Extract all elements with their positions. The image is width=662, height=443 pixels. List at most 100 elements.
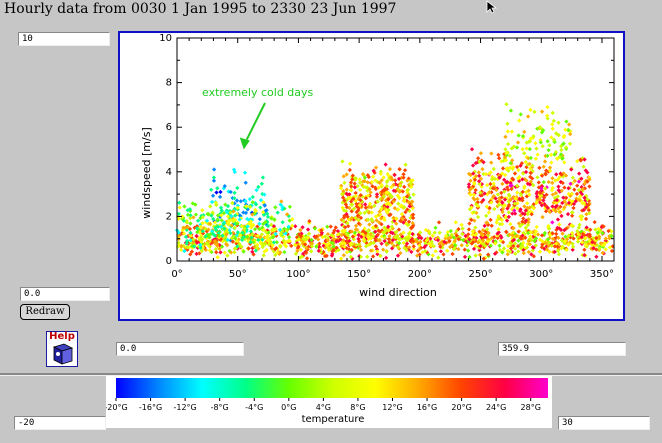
data-point bbox=[358, 180, 363, 185]
data-point bbox=[595, 230, 600, 235]
data-point bbox=[478, 190, 483, 195]
data-point bbox=[562, 160, 567, 165]
data-point bbox=[220, 233, 225, 238]
color-min-field[interactable]: -20 bbox=[14, 416, 106, 430]
data-point bbox=[232, 169, 237, 175]
data-point bbox=[498, 238, 503, 243]
data-point bbox=[460, 237, 466, 243]
y-tick-label: 4 bbox=[166, 167, 172, 178]
data-point bbox=[289, 243, 294, 248]
data-point bbox=[520, 219, 525, 224]
data-point bbox=[269, 222, 274, 227]
data-point bbox=[545, 153, 550, 158]
data-point bbox=[587, 234, 592, 239]
data-point bbox=[369, 205, 374, 210]
data-point bbox=[522, 204, 527, 209]
colorbar-label: temperature bbox=[302, 414, 365, 425]
x-max-field[interactable]: 359.9 bbox=[498, 342, 626, 356]
data-point bbox=[579, 176, 584, 181]
y-tick-label: 0 bbox=[166, 256, 172, 267]
data-point bbox=[533, 141, 538, 146]
data-point bbox=[544, 168, 549, 173]
data-point bbox=[402, 195, 407, 201]
x-min-field[interactable]: 0.0 bbox=[116, 342, 244, 356]
data-point bbox=[513, 196, 518, 201]
data-point bbox=[213, 246, 218, 252]
data-point bbox=[378, 171, 383, 176]
data-point bbox=[213, 225, 218, 230]
data-point bbox=[540, 242, 545, 247]
data-point bbox=[534, 194, 540, 199]
data-point bbox=[438, 244, 443, 249]
data-point bbox=[475, 214, 481, 220]
data-point bbox=[586, 208, 591, 213]
data-point bbox=[486, 230, 491, 236]
x-tick-label: 0° bbox=[171, 269, 182, 280]
data-point bbox=[235, 244, 240, 249]
data-point bbox=[387, 234, 392, 239]
data-point bbox=[305, 227, 311, 232]
data-point bbox=[199, 237, 205, 242]
data-point bbox=[235, 238, 240, 244]
data-point bbox=[335, 232, 341, 237]
data-point bbox=[555, 194, 560, 199]
data-point bbox=[531, 254, 536, 259]
help-button[interactable]: Help bbox=[46, 331, 78, 367]
data-point bbox=[513, 251, 518, 256]
color-max-field[interactable]: 30 bbox=[558, 416, 650, 430]
data-point bbox=[546, 179, 551, 185]
data-point bbox=[371, 174, 376, 179]
data-point bbox=[377, 212, 383, 217]
data-point bbox=[278, 202, 283, 207]
data-point bbox=[571, 205, 576, 211]
data-point bbox=[582, 157, 587, 162]
data-point bbox=[410, 221, 415, 226]
data-point bbox=[296, 244, 301, 250]
data-point bbox=[371, 168, 376, 173]
data-point bbox=[531, 206, 536, 211]
data-point bbox=[427, 231, 432, 236]
data-point bbox=[249, 225, 254, 230]
data-point bbox=[500, 181, 505, 186]
data-point bbox=[358, 211, 363, 216]
data-point bbox=[460, 226, 465, 231]
data-point bbox=[496, 202, 501, 208]
data-point bbox=[526, 156, 531, 161]
data-point bbox=[562, 185, 567, 190]
data-point bbox=[247, 204, 253, 210]
data-point bbox=[198, 245, 203, 251]
data-point bbox=[585, 179, 590, 184]
data-point bbox=[211, 178, 217, 183]
data-point bbox=[243, 180, 248, 185]
data-point bbox=[566, 191, 571, 197]
data-point bbox=[550, 204, 555, 209]
data-point bbox=[515, 201, 520, 206]
data-point bbox=[568, 181, 573, 186]
data-point bbox=[387, 192, 392, 197]
data-point bbox=[371, 254, 376, 259]
data-point bbox=[248, 240, 253, 245]
colorbar-tick-label: 20°G bbox=[451, 403, 471, 412]
data-point bbox=[393, 234, 398, 240]
data-point bbox=[391, 199, 396, 204]
redraw-button[interactable]: Redraw bbox=[20, 304, 70, 320]
y-max-field[interactable]: 10 bbox=[18, 32, 110, 46]
data-point bbox=[505, 129, 510, 134]
data-point bbox=[271, 240, 277, 245]
data-point bbox=[398, 232, 403, 237]
data-point bbox=[579, 217, 584, 222]
data-point bbox=[492, 176, 498, 181]
data-point bbox=[379, 216, 384, 221]
data-point bbox=[502, 177, 507, 182]
data-point bbox=[283, 239, 288, 245]
x-tick-label: 200° bbox=[408, 269, 432, 280]
y-min-field[interactable]: 0.0 bbox=[20, 287, 110, 301]
data-point bbox=[555, 244, 560, 249]
data-point bbox=[224, 209, 230, 215]
data-point bbox=[538, 197, 543, 202]
data-point bbox=[215, 213, 221, 218]
data-point bbox=[379, 178, 384, 183]
data-point bbox=[503, 158, 508, 163]
data-point bbox=[207, 235, 212, 240]
data-point bbox=[353, 176, 358, 181]
